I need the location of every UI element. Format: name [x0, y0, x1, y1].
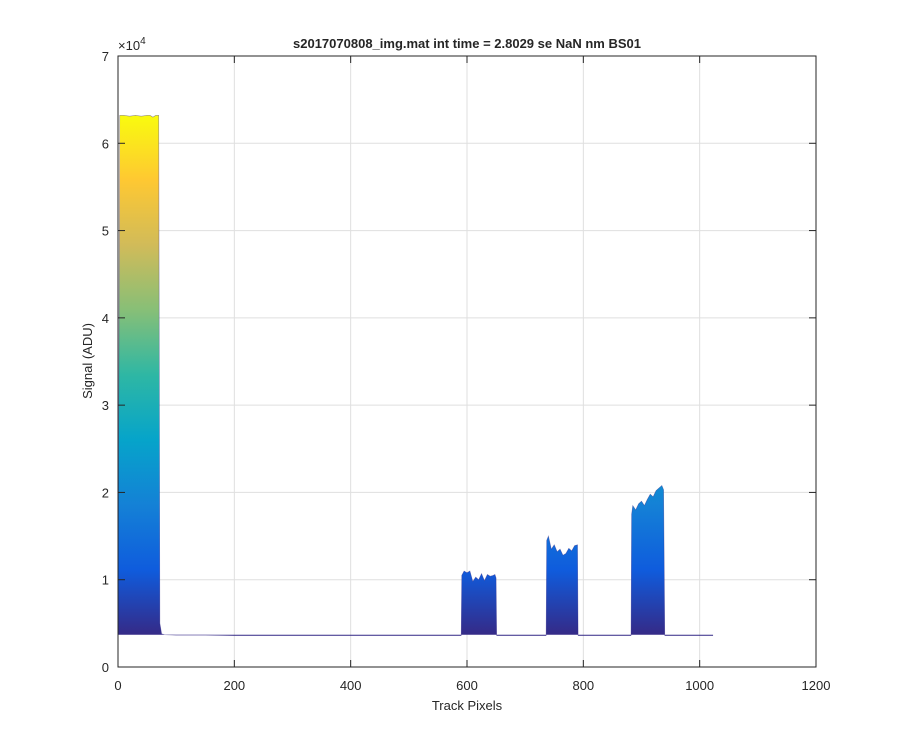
- x-axis-label: Track Pixels: [432, 698, 503, 713]
- x-tick-label: 800: [572, 678, 594, 693]
- series-outline-0: [117, 115, 714, 636]
- x-tick-label: 600: [456, 678, 478, 693]
- y-multiplier-exponent: 4: [140, 36, 146, 47]
- y-tick-label: 7: [102, 49, 109, 64]
- x-tick-label: 200: [223, 678, 245, 693]
- axes-layer: [117, 55, 817, 668]
- y-tick-label: 3: [102, 398, 109, 413]
- y-multiplier: ×104: [118, 36, 146, 53]
- y-tick-label: 0: [102, 660, 109, 675]
- y-axis-label: Signal (ADU): [80, 323, 95, 399]
- x-tick-label: 1000: [685, 678, 714, 693]
- y-multiplier-base: ×10: [118, 38, 140, 53]
- y-tick-label: 4: [102, 311, 109, 326]
- x-tick-label: 1200: [802, 678, 831, 693]
- y-tick-label: 5: [102, 224, 109, 239]
- series-layer: [117, 115, 714, 636]
- x-tick-label: 0: [114, 678, 121, 693]
- x-tick-label: 400: [340, 678, 362, 693]
- tick-labels: 0 200 400 600 800 1000 1200 0 1 2 3 4 5 6 7: [102, 49, 831, 693]
- chart-title: s2017070808_img.mat int time = 2.8029 se…: [293, 36, 641, 51]
- y-tick-label: 2: [102, 485, 109, 500]
- y-tick-label: 6: [102, 136, 109, 151]
- y-tick-label: 1: [102, 573, 109, 588]
- gridlines: [118, 56, 816, 667]
- series-area-0: [118, 115, 714, 636]
